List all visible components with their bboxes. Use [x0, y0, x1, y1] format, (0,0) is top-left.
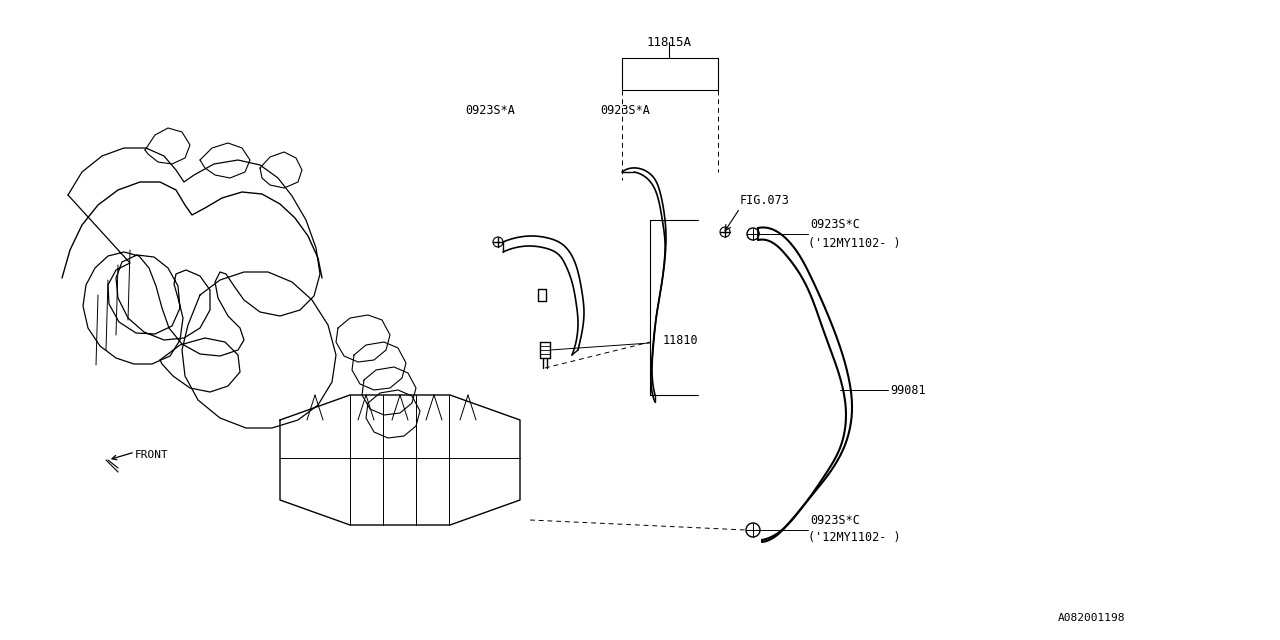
Text: 0923S*A: 0923S*A — [600, 104, 650, 116]
Text: ('12MY1102- ): ('12MY1102- ) — [808, 237, 901, 250]
Text: 11810: 11810 — [663, 333, 699, 346]
Text: 0923S*A: 0923S*A — [465, 104, 515, 116]
Text: 99081: 99081 — [890, 383, 925, 397]
Text: 0923S*C: 0923S*C — [810, 513, 860, 527]
Text: ('12MY1102- ): ('12MY1102- ) — [808, 531, 901, 545]
Text: 0923S*C: 0923S*C — [810, 218, 860, 232]
Text: A082001198: A082001198 — [1057, 613, 1125, 623]
Text: FRONT: FRONT — [134, 450, 169, 460]
Text: 11815A: 11815A — [646, 35, 691, 49]
Text: FIG.073: FIG.073 — [740, 193, 790, 207]
